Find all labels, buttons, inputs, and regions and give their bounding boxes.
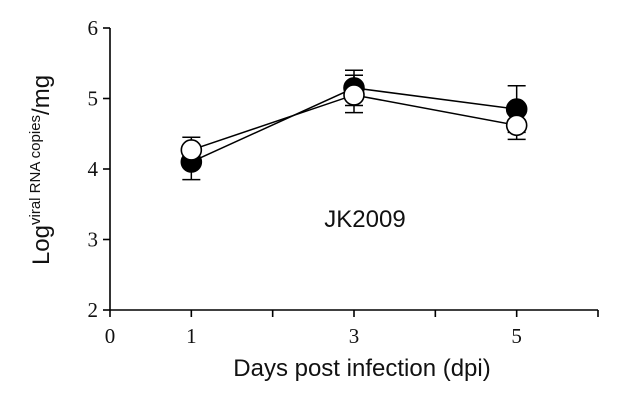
ticks (103, 27, 599, 317)
y-tick-label: 5 (88, 87, 99, 111)
tick-labels: 2 3 4 5 6 0 1 3 5 (88, 16, 522, 348)
x-tick-label: 5 (511, 324, 522, 348)
y-axis-title-superscript: viral RNA copies (27, 115, 44, 225)
marker-open (343, 84, 365, 106)
y-axis-title: Logviral RNA copies/mg (27, 75, 55, 265)
x-axis-title: Days post infection (dpi) (233, 355, 490, 382)
y-axis-title-suffix: /mg (28, 75, 55, 115)
x-tick-label: 0 (105, 324, 116, 348)
y-tick-label: 6 (88, 16, 99, 40)
x-tick-label: 3 (349, 324, 360, 348)
y-tick-label: 2 (88, 298, 99, 322)
marker-open (505, 114, 528, 137)
chart-annotation: JK2009 (324, 206, 405, 233)
y-axis-title-main: Log (28, 225, 55, 265)
x-tick-label: 1 (186, 324, 197, 348)
markers (180, 77, 528, 173)
marker-open (180, 139, 203, 161)
y-tick-label: 4 (88, 157, 99, 181)
y-tick-label: 3 (88, 228, 99, 252)
